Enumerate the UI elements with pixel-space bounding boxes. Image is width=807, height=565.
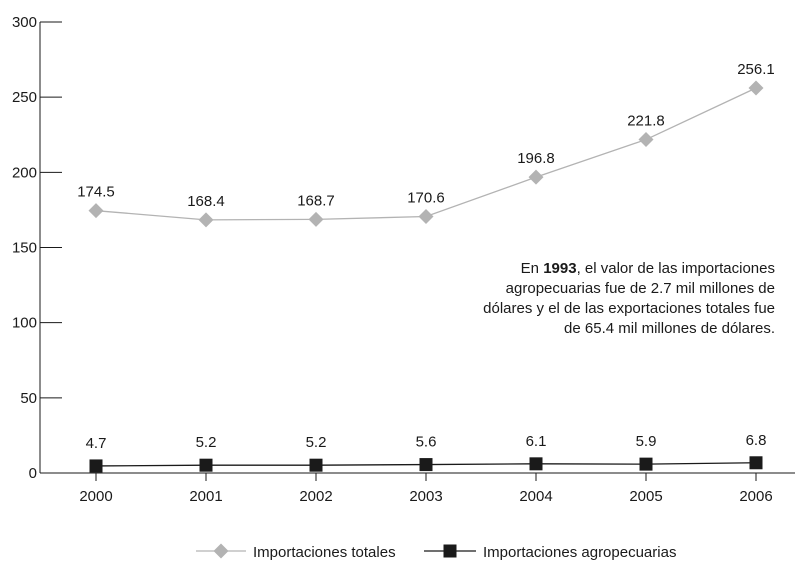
data-label: 5.2 (306, 434, 327, 451)
y-tick-label: 300 (12, 14, 37, 31)
data-point (528, 169, 544, 185)
data-point (529, 457, 543, 471)
data-point (308, 211, 324, 227)
data-label: 6.8 (746, 432, 767, 449)
data-point (199, 458, 213, 472)
x-tick-label: 2002 (299, 488, 332, 505)
y-tick-label: 200 (12, 164, 37, 181)
data-point (418, 209, 434, 225)
x-tick-label: 2006 (739, 488, 772, 505)
series-importaciones-agropecuarias (89, 456, 763, 473)
y-tick-label: 100 (12, 315, 37, 332)
data-label: 5.2 (196, 434, 217, 451)
data-point (748, 80, 764, 96)
y-tick-label: 250 (12, 89, 37, 106)
legend-marker-importaciones-totales (213, 543, 229, 559)
data-point (639, 457, 653, 471)
data-labels: 174.5 168.4 168.7 170.6 196.8 221.8 256.1 4.7 5.… (77, 61, 775, 452)
annotation-year: 1993 (543, 260, 577, 277)
x-tick-label: 2005 (629, 488, 662, 505)
legend-marker-importaciones-agropecuarias (443, 544, 457, 558)
legend: Importaciones totales Importaciones agrop… (196, 543, 676, 561)
annotation-prefix: En (520, 260, 544, 277)
data-point (638, 132, 654, 148)
x-tick-label: 2004 (519, 488, 552, 505)
data-label: 196.8 (517, 150, 555, 167)
x-tick-label: 2003 (409, 488, 442, 505)
data-label: 221.8 (627, 113, 665, 130)
data-label: 174.5 (77, 184, 115, 201)
data-label: 168.4 (187, 193, 225, 210)
data-point (419, 458, 433, 472)
data-label: 6.1 (526, 433, 547, 450)
data-point (88, 203, 104, 219)
x-tick-label: 2001 (189, 488, 222, 505)
series-layer (88, 80, 764, 473)
data-point (89, 459, 103, 473)
legend-label-importaciones-totales: Importaciones totales (253, 544, 396, 561)
x-tick-label: 2000 (79, 488, 112, 505)
legend-label-importaciones-agropecuarias: Importaciones agropecuarias (483, 544, 676, 561)
data-label: 168.7 (297, 192, 335, 209)
data-label: 170.6 (407, 190, 445, 207)
data-point (309, 458, 323, 472)
annotation-note: En 1993, el valor de las importaciones a… (465, 259, 775, 339)
y-tick-label: 150 (12, 240, 37, 257)
data-label: 256.1 (737, 61, 775, 78)
axes: 0 50 100 150 200 250 300 2000 2001 2002 2003 2004 20… (12, 14, 795, 505)
data-point (198, 212, 214, 228)
y-tick-label: 0 (29, 465, 37, 482)
data-label: 4.7 (86, 435, 107, 452)
y-tick-label: 50 (20, 390, 37, 407)
series-importaciones-totales (88, 80, 764, 228)
data-label: 5.6 (416, 434, 437, 451)
data-label: 5.9 (636, 433, 657, 450)
data-point (749, 456, 763, 470)
annotation-text: , el valor de las importaciones agropecu… (483, 260, 775, 337)
